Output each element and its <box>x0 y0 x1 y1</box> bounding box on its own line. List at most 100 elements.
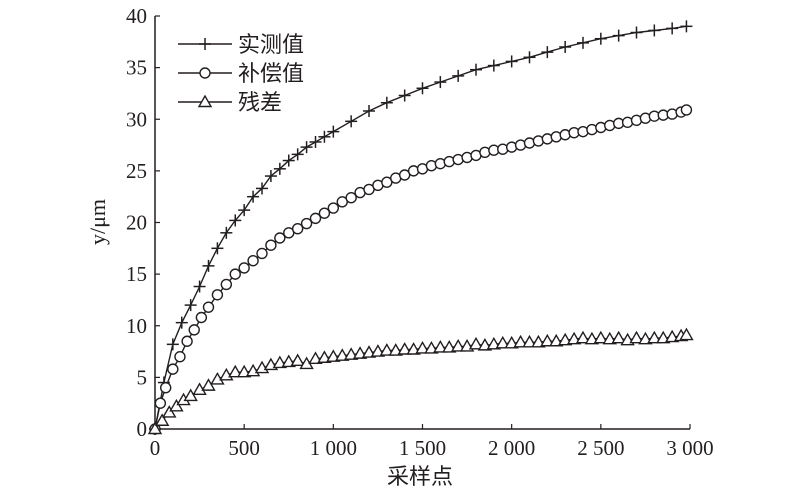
y-tick-label: 30 <box>126 107 147 131</box>
triangle-marker <box>584 331 600 345</box>
triangle-marker <box>638 331 653 345</box>
circle-marker <box>265 239 277 251</box>
circle-marker <box>159 382 172 394</box>
circle-marker <box>229 268 241 280</box>
y-tick-label: 35 <box>126 56 147 80</box>
triangle-marker <box>201 378 216 391</box>
legend-entry: 残差 <box>178 91 282 116</box>
plus-marker <box>199 38 211 50</box>
triangle-marker <box>162 405 177 418</box>
circle-marker <box>256 247 268 260</box>
plus-marker <box>380 96 393 109</box>
triangle-marker <box>664 329 680 343</box>
y-axis-title: y/μm <box>85 199 110 245</box>
series-circle <box>149 104 693 435</box>
plus-marker <box>363 104 375 117</box>
circle-marker <box>154 397 167 409</box>
circle-marker <box>195 311 208 324</box>
plus-marker <box>300 141 313 154</box>
triangle-marker <box>326 349 341 362</box>
axes: 0 500 1 000 1 500 2 000 2 500 3 000 0 5 10 15 20 25 3… <box>126 4 714 460</box>
plus-marker <box>434 76 447 89</box>
plus-marker <box>220 226 233 239</box>
plus-marker <box>612 29 625 42</box>
circle-marker <box>300 217 313 230</box>
x-tick-label: 500 <box>228 436 260 460</box>
triangle-marker <box>629 330 644 344</box>
circle-marker <box>174 351 186 363</box>
plus-marker <box>264 170 277 183</box>
triangle-marker <box>593 330 609 344</box>
plus-marker <box>523 51 536 64</box>
plus-marker <box>630 26 643 39</box>
series-triangle <box>147 327 694 435</box>
circle-marker <box>680 104 693 116</box>
triangle-marker <box>361 345 377 358</box>
triangle-marker <box>540 333 555 347</box>
plus-marker <box>291 148 304 161</box>
plus-marker <box>282 154 295 167</box>
triangle-marker <box>290 353 305 367</box>
plus-marker <box>318 130 331 143</box>
triangle-marker <box>352 346 368 359</box>
triangle-marker <box>228 364 243 378</box>
plus-marker <box>184 299 197 312</box>
triangle-marker <box>197 94 213 108</box>
triangle-marker <box>513 334 528 348</box>
circle-marker <box>345 192 357 204</box>
triangle-marker <box>531 334 546 348</box>
plus-marker <box>398 89 411 102</box>
plus-marker <box>487 59 500 72</box>
legend-label: 补偿值 <box>238 62 304 87</box>
triangle-marker <box>442 340 457 353</box>
triangle-marker <box>611 330 626 344</box>
plus-marker <box>256 182 268 195</box>
plus-marker <box>229 214 242 227</box>
triangle-marker <box>504 335 519 349</box>
triangle-marker <box>281 354 296 368</box>
circle-marker <box>291 222 304 235</box>
y-tick-label: 10 <box>126 314 147 338</box>
circle-marker <box>274 232 286 244</box>
circle-marker <box>199 67 211 79</box>
triangle-marker <box>495 335 510 349</box>
triangle-marker <box>406 342 421 355</box>
plus-marker <box>577 36 589 49</box>
plus-marker <box>345 115 358 128</box>
triangle-marker <box>183 388 198 402</box>
plus-marker <box>247 190 260 203</box>
legend-label: 实测值 <box>238 33 304 58</box>
plus-marker <box>238 204 251 217</box>
triangle-marker <box>486 336 502 350</box>
triangle-marker <box>415 341 430 354</box>
circle-marker <box>238 262 250 274</box>
triangle-marker <box>575 330 591 344</box>
triangle-marker <box>343 347 359 360</box>
triangle-marker <box>679 327 694 341</box>
triangle-marker <box>154 413 170 426</box>
circle-marker <box>202 301 215 313</box>
plus-marker <box>273 162 286 175</box>
legend-entry: 补偿值 <box>178 62 304 87</box>
plus-marker <box>505 55 518 68</box>
legend-entry: 实测值 <box>178 33 304 58</box>
series-group <box>147 20 694 435</box>
plus-marker <box>166 338 179 351</box>
circle-marker <box>181 335 193 347</box>
triangle-marker <box>602 331 617 345</box>
plus-marker <box>680 20 693 33</box>
circle-marker <box>220 278 233 291</box>
triangle-marker <box>522 334 537 348</box>
y-tick-label: 20 <box>126 211 147 235</box>
triangle-marker <box>557 332 573 346</box>
triangle-marker <box>335 348 350 361</box>
y-tick-label: 0 <box>137 417 148 441</box>
triangle-marker <box>272 355 288 369</box>
x-tick-label: 0 <box>150 436 161 460</box>
triangle-marker <box>388 343 403 356</box>
circle-marker <box>211 289 224 301</box>
plus-marker <box>327 125 340 138</box>
triangle-marker <box>424 341 439 354</box>
x-tick-label: 1 000 <box>310 436 357 460</box>
